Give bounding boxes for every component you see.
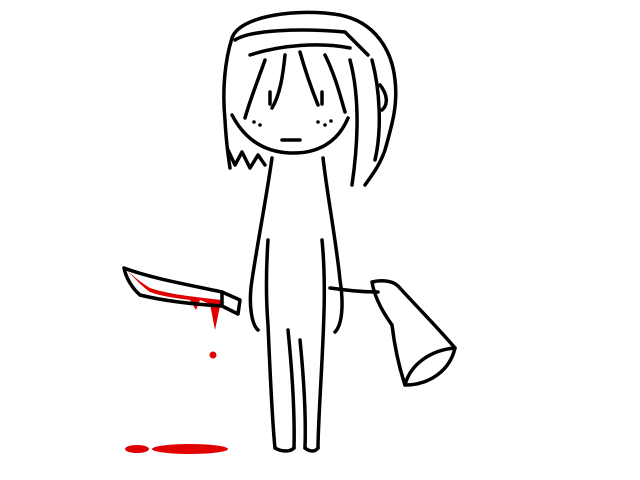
ear <box>378 83 388 112</box>
leg-right-outer <box>316 238 327 450</box>
bang-2 <box>270 53 287 110</box>
blush-dot <box>323 123 327 127</box>
foot-left <box>273 446 296 453</box>
face-chin <box>230 113 350 155</box>
body-right <box>321 156 344 334</box>
leg-right-inner <box>298 338 308 450</box>
axe <box>328 279 457 387</box>
bang-4 <box>323 53 347 114</box>
blush <box>252 119 333 127</box>
puddle <box>152 444 228 454</box>
axe-edge <box>403 346 457 387</box>
body-left <box>248 156 274 332</box>
leg-left-inner <box>286 328 296 450</box>
hair-strand-right <box>348 58 359 187</box>
blood-puddle <box>125 444 228 454</box>
hair <box>222 10 398 187</box>
leg-left-outer <box>264 238 277 450</box>
knife-blood <box>124 268 222 330</box>
knife-blade-outline <box>122 266 224 308</box>
blush-dot <box>252 120 256 124</box>
foot-right <box>303 446 320 453</box>
puddle-small <box>125 445 149 453</box>
hair-strand-right-2 <box>370 58 381 162</box>
hair-tips-left <box>226 148 267 170</box>
axe-head <box>370 279 457 387</box>
bang-1 <box>243 58 267 120</box>
face <box>230 90 350 155</box>
knife-handle <box>220 290 242 316</box>
headband-top <box>233 28 370 57</box>
bang-3 <box>298 50 320 107</box>
headband-bottom <box>248 43 352 57</box>
knife <box>122 266 242 359</box>
blush-dot <box>258 123 262 127</box>
blush-dot <box>316 120 320 124</box>
blood-drop <box>209 351 217 359</box>
blush-dot <box>329 119 333 123</box>
body <box>248 156 344 453</box>
hair-outline <box>230 10 398 187</box>
